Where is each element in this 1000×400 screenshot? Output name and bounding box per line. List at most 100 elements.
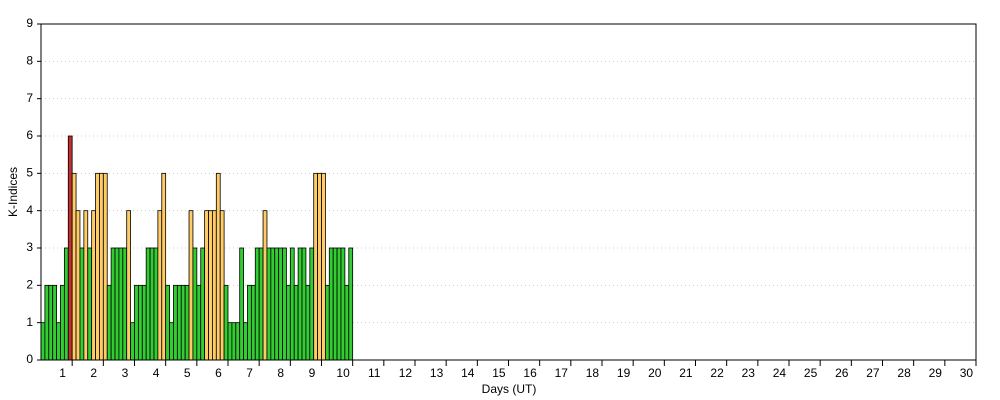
y-tick-label: 3 <box>26 240 33 254</box>
bar <box>235 322 241 361</box>
bar <box>270 247 276 361</box>
x-tick-label: 14 <box>461 366 475 380</box>
x-tick-label: 13 <box>430 366 444 380</box>
bar <box>56 322 61 361</box>
bar <box>95 172 100 361</box>
bar <box>313 172 319 361</box>
bar <box>60 284 65 361</box>
x-tick-label: 1 <box>59 366 66 380</box>
bar <box>153 247 159 361</box>
bar <box>44 284 50 361</box>
x-tick-label: 12 <box>399 366 413 380</box>
bar <box>75 210 81 361</box>
bar <box>286 284 291 361</box>
x-tick-label: 2 <box>90 366 97 380</box>
bar <box>301 247 307 361</box>
x-tick-label: 9 <box>309 366 316 380</box>
bar <box>122 247 128 361</box>
bar <box>215 172 221 361</box>
bar <box>149 247 155 361</box>
bar <box>157 210 163 361</box>
bar <box>309 247 315 361</box>
y-tick-label: 2 <box>26 278 33 292</box>
x-tick-label: 5 <box>184 366 191 380</box>
bar <box>305 284 311 361</box>
bar <box>332 247 338 361</box>
x-tick-label: 22 <box>710 366 724 380</box>
bar <box>247 284 252 361</box>
bar <box>176 284 182 361</box>
bar <box>336 247 342 361</box>
bar <box>266 247 272 361</box>
y-axis-label: K-Indices <box>6 167 20 217</box>
bar <box>91 210 96 361</box>
bar <box>223 284 229 361</box>
x-tick-label: 18 <box>586 366 600 380</box>
bar <box>254 247 260 361</box>
bar <box>48 284 54 361</box>
bar <box>289 247 295 361</box>
bar <box>141 284 147 361</box>
bar <box>110 247 116 361</box>
bar <box>71 172 77 361</box>
x-tick-label: 26 <box>835 366 849 380</box>
bar <box>106 284 112 361</box>
bar <box>83 210 89 361</box>
bar <box>130 322 135 361</box>
bar <box>192 247 198 361</box>
bar <box>204 210 209 361</box>
bar <box>258 247 264 361</box>
x-tick-label: 28 <box>897 366 911 380</box>
x-tick-label: 6 <box>215 366 222 380</box>
bar <box>243 322 248 361</box>
x-tick-label: 24 <box>773 366 787 380</box>
bar <box>297 247 303 361</box>
x-tick-label: 29 <box>929 366 943 380</box>
x-axis-label: Days (UT) <box>482 382 537 396</box>
x-tick-label: 3 <box>122 366 129 380</box>
bar <box>99 172 104 361</box>
bar <box>79 247 85 361</box>
y-tick-label: 8 <box>26 54 33 68</box>
x-tick-label: 8 <box>277 366 284 380</box>
bar <box>278 247 283 361</box>
bar <box>169 322 174 361</box>
bar <box>324 284 330 361</box>
x-tick-label: 15 <box>492 366 506 380</box>
bar <box>188 210 194 361</box>
bar <box>344 284 350 361</box>
y-tick-label: 6 <box>26 128 33 142</box>
bar <box>102 172 108 361</box>
bar <box>126 210 132 361</box>
bar <box>134 284 139 361</box>
bar <box>180 284 186 361</box>
bar <box>165 284 170 361</box>
bar <box>184 284 190 361</box>
bar <box>118 247 124 361</box>
bar <box>239 247 244 361</box>
x-tick-label: 16 <box>523 366 537 380</box>
y-tick-label: 1 <box>26 315 33 329</box>
bar <box>137 284 143 361</box>
bar <box>219 210 225 361</box>
y-tick-label: 5 <box>26 166 33 180</box>
bar <box>348 247 354 361</box>
x-tick-label: 10 <box>336 366 350 380</box>
bar <box>317 172 322 361</box>
x-tick-label: 27 <box>866 366 880 380</box>
y-tick-label: 7 <box>26 91 33 105</box>
bar <box>212 210 217 361</box>
bar <box>282 247 287 361</box>
x-tick-label: 17 <box>555 366 569 380</box>
bar <box>87 247 93 361</box>
bar <box>231 322 237 361</box>
bar <box>200 247 206 361</box>
x-tick-label: 30 <box>960 366 974 380</box>
x-tick-label: 25 <box>804 366 818 380</box>
bar <box>274 247 280 361</box>
bar <box>145 247 151 361</box>
bar <box>262 210 268 361</box>
bar <box>250 284 256 361</box>
